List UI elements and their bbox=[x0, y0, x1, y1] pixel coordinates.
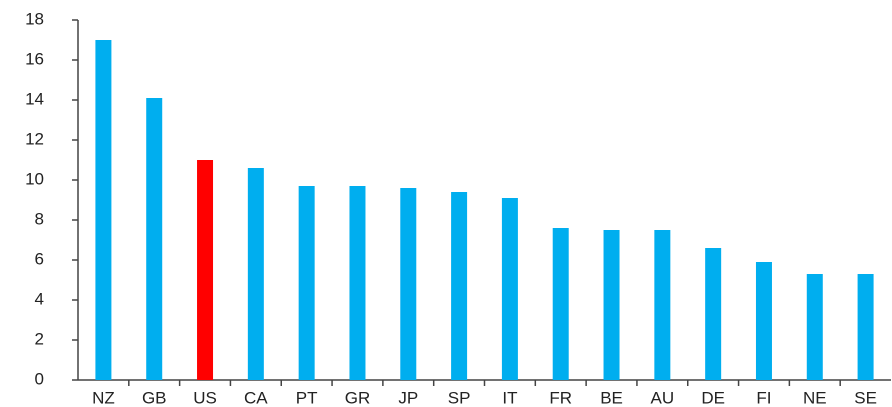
x-tick-label: GR bbox=[345, 388, 371, 407]
x-tick-label: NZ bbox=[92, 388, 115, 407]
x-tick-label: US bbox=[193, 388, 217, 407]
bar bbox=[197, 160, 214, 380]
bar bbox=[806, 274, 823, 380]
bar bbox=[654, 230, 671, 380]
x-tick-label: AU bbox=[651, 388, 675, 407]
x-tick-label: GB bbox=[142, 388, 167, 407]
y-tick-label: 10 bbox=[25, 169, 44, 188]
y-tick-label: 8 bbox=[35, 209, 44, 228]
x-tick-label: SE bbox=[854, 388, 877, 407]
x-tick-label: BE bbox=[600, 388, 623, 407]
x-tick-label: FR bbox=[549, 388, 572, 407]
bar bbox=[349, 186, 366, 380]
bar bbox=[755, 262, 772, 380]
y-tick-label: 18 bbox=[25, 9, 44, 28]
y-tick-label: 14 bbox=[25, 89, 44, 108]
bar bbox=[552, 228, 569, 380]
y-tick-label: 0 bbox=[35, 369, 44, 388]
y-tick-label: 4 bbox=[35, 289, 44, 308]
bar bbox=[298, 186, 315, 380]
y-tick-label: 2 bbox=[35, 329, 44, 348]
bar bbox=[400, 188, 417, 380]
x-tick-label: DE bbox=[701, 388, 725, 407]
x-tick-label: FI bbox=[756, 388, 771, 407]
bar bbox=[857, 274, 874, 380]
x-tick-label: JP bbox=[398, 388, 418, 407]
x-tick-label: IT bbox=[502, 388, 517, 407]
bar bbox=[603, 230, 620, 380]
x-tick-label: CA bbox=[244, 388, 268, 407]
bar bbox=[705, 248, 722, 380]
y-tick-label: 6 bbox=[35, 249, 44, 268]
bar bbox=[247, 168, 264, 380]
x-tick-label: PT bbox=[296, 388, 318, 407]
bar bbox=[501, 198, 518, 380]
y-tick-label: 16 bbox=[25, 49, 44, 68]
x-tick-label: SP bbox=[448, 388, 471, 407]
bar bbox=[451, 192, 468, 380]
y-tick-label: 12 bbox=[25, 129, 44, 148]
bar bbox=[95, 40, 112, 380]
bar bbox=[146, 98, 163, 380]
x-tick-label: NE bbox=[803, 388, 827, 407]
